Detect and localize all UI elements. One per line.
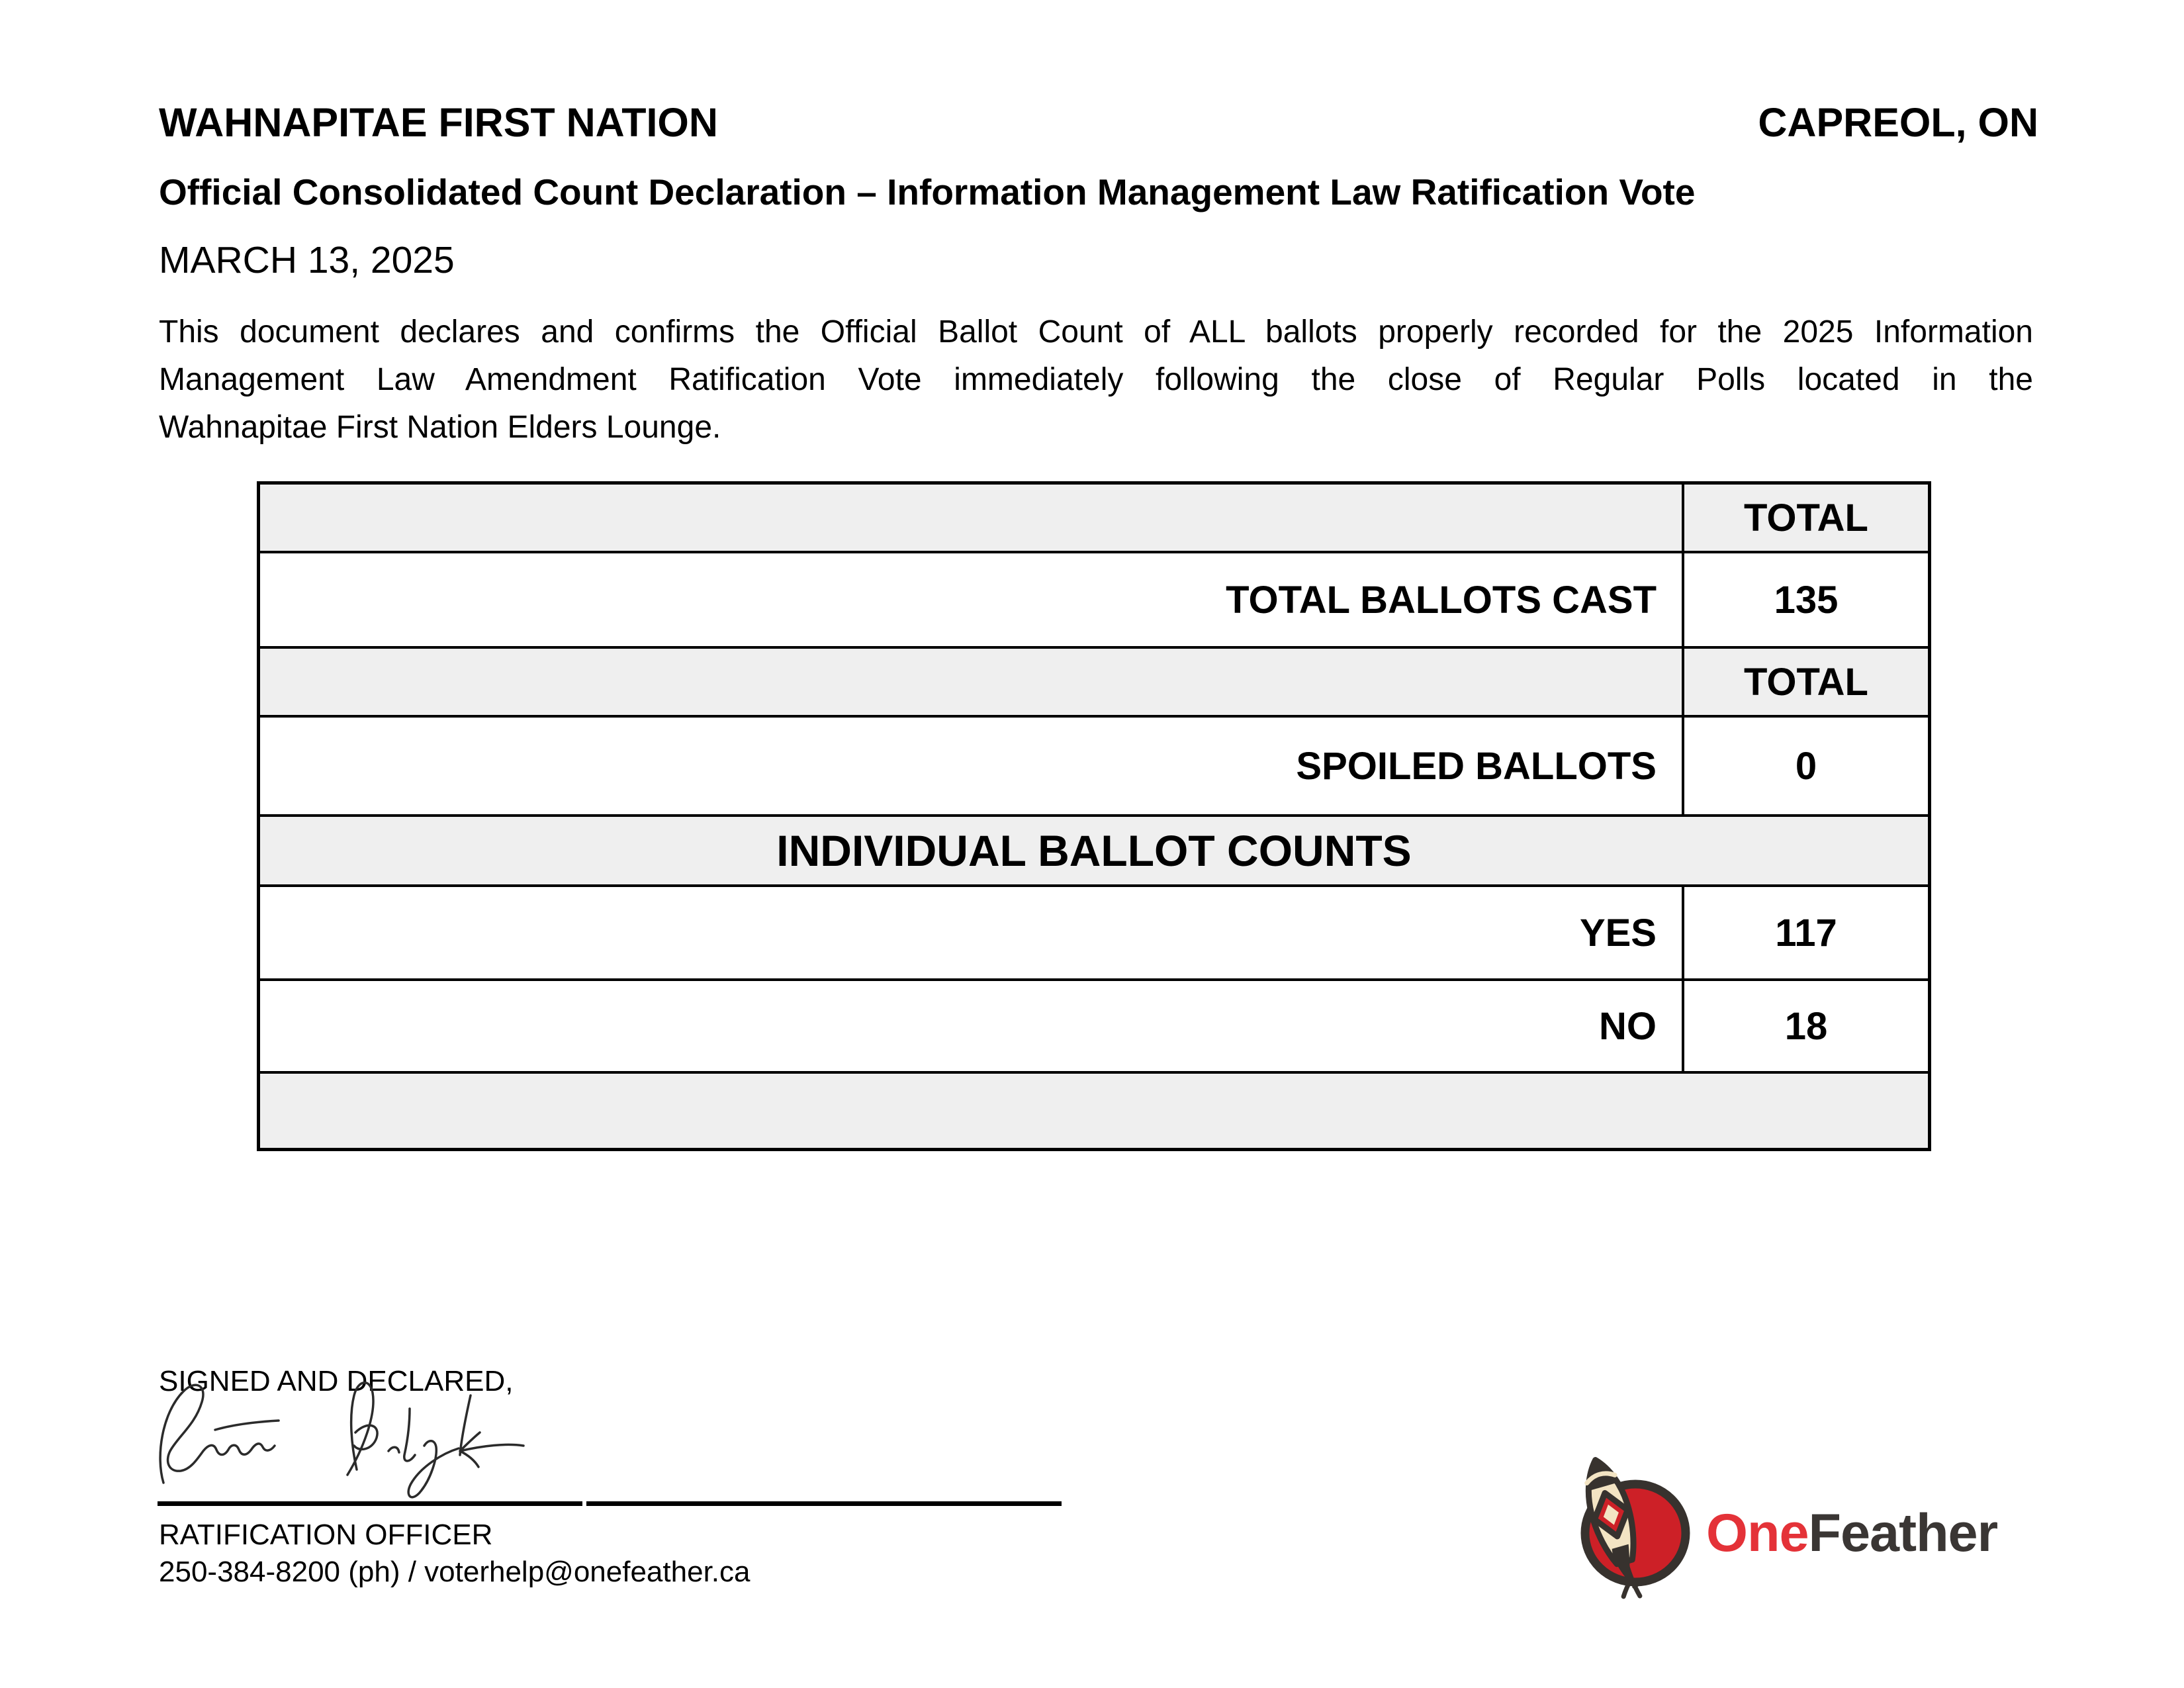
individual-ballot-counts-header: INDIVIDUAL BALLOT COUNTS xyxy=(260,817,1928,884)
signatory-contact: 250-384-8200 (ph) / voterhelp@onefeather… xyxy=(159,1556,751,1588)
paragraph-line-2: Management Law Amendment Ratification Vo… xyxy=(159,362,2033,397)
table-cell-value: 18 xyxy=(1682,981,1928,1071)
total-header-text: TOTAL xyxy=(1744,660,1868,704)
table-row: YES 117 xyxy=(260,884,1928,978)
handwritten-signature xyxy=(159,1381,525,1499)
yes-label: YES xyxy=(1579,911,1657,955)
declaration-paragraph: This document declares and confirms the … xyxy=(159,308,2033,451)
feather-icon xyxy=(1584,1457,1650,1599)
table-cell-label-empty xyxy=(260,649,1682,715)
no-value: 18 xyxy=(1784,1004,1828,1048)
spoiled-ballots-value: 0 xyxy=(1795,744,1817,788)
table-row: TOTAL xyxy=(260,646,1928,715)
table-cell-total-header: TOTAL xyxy=(1682,485,1928,551)
signature-line-segment xyxy=(158,1501,582,1506)
table-cell-value: 0 xyxy=(1682,718,1928,814)
signature-stroke-first-name xyxy=(159,1383,276,1484)
table-footer-empty-cell xyxy=(260,1074,1928,1148)
location: CAPREOL, ON xyxy=(1758,100,2038,145)
table-row-footer xyxy=(260,1071,1928,1148)
total-ballots-cast-value: 135 xyxy=(1774,578,1839,622)
no-label: NO xyxy=(1599,1004,1657,1048)
onefeather-logo-icon xyxy=(1580,1457,1690,1599)
document-date: MARCH 13, 2025 xyxy=(159,239,455,281)
table-row: NO 18 xyxy=(260,978,1928,1071)
signatory-title: RATIFICATION OFFICER xyxy=(159,1519,493,1551)
table-cell-label: TOTAL BALLOTS CAST xyxy=(260,553,1682,646)
total-ballots-cast-label: TOTAL BALLOTS CAST xyxy=(1226,578,1657,622)
individual-ballot-counts-text: INDIVIDUAL BALLOT COUNTS xyxy=(776,826,1412,875)
onefeather-wordmark: OneFeather xyxy=(1706,1507,1998,1560)
table-cell-label: YES xyxy=(260,887,1682,978)
table-row-section-header: INDIVIDUAL BALLOT COUNTS xyxy=(260,814,1928,884)
spoiled-ballots-label: SPOILED BALLOTS xyxy=(1296,744,1657,788)
table-row: TOTAL BALLOTS CAST 135 xyxy=(260,551,1928,646)
table-cell-value: 117 xyxy=(1682,887,1928,978)
signature-stroke-t-crossbar xyxy=(214,1419,280,1431)
signed-declared-label: SIGNED AND DECLARED, xyxy=(159,1365,514,1397)
signature-stroke-last-name-b xyxy=(346,1381,379,1476)
table-cell-value: 135 xyxy=(1682,553,1928,646)
signature-line-segment xyxy=(586,1501,1062,1506)
wordmark-one: One xyxy=(1706,1503,1809,1563)
paragraph-line-3: Wahnapitae First Nation Elders Lounge. xyxy=(159,410,721,445)
document-title: Official Consolidated Count Declaration … xyxy=(159,171,1696,212)
total-header-text: TOTAL xyxy=(1744,496,1868,539)
table-cell-label: NO xyxy=(260,981,1682,1071)
ballot-count-table: TOTAL TOTAL BALLOTS CAST 135 TOTAL SPOIL… xyxy=(257,481,1931,1151)
table-cell-total-header: TOTAL xyxy=(1682,649,1928,715)
table-cell-label: SPOILED BALLOTS xyxy=(260,718,1682,814)
yes-value: 117 xyxy=(1775,911,1837,955)
signature-stroke-last-name-k xyxy=(459,1394,525,1468)
header-row: WAHNAPITAE FIRST NATION CAPREOL, ON xyxy=(159,99,2038,146)
org-name: WAHNAPITAE FIRST NATION xyxy=(159,100,718,145)
table-row: TOTAL xyxy=(260,485,1928,551)
table-cell-label-empty xyxy=(260,485,1682,551)
wordmark-feather: Feather xyxy=(1808,1503,1999,1563)
paragraph-line-1: This document declares and confirms the … xyxy=(159,314,2033,350)
table-row: SPOILED BALLOTS 0 xyxy=(260,715,1928,814)
signature-stroke-last-name-ily xyxy=(387,1407,460,1499)
